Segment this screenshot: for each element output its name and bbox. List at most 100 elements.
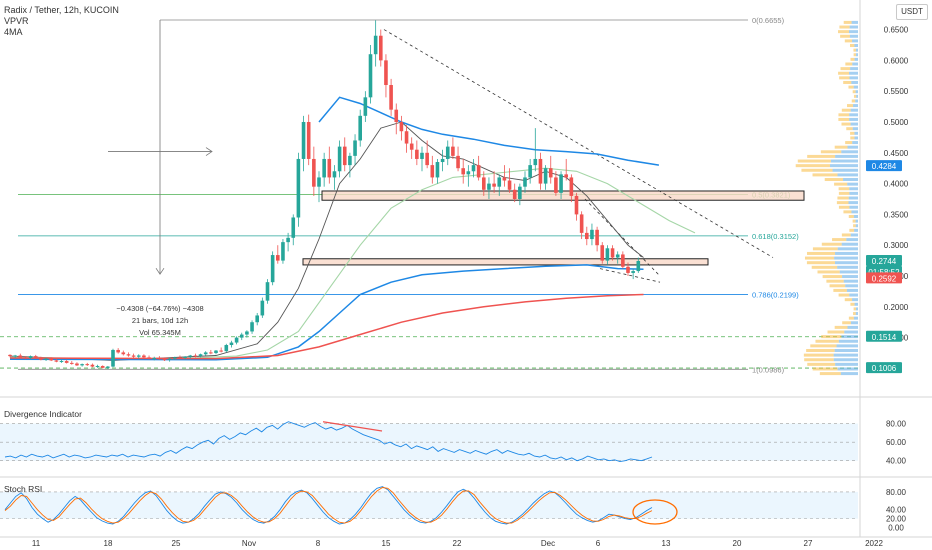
candle-body[interactable] xyxy=(451,146,455,156)
candle-body[interactable] xyxy=(440,158,445,163)
price-pane[interactable]: 0(0.6655)0.5(0.3821)0.618(0.3152)0.786(0… xyxy=(0,0,932,538)
candle-body[interactable] xyxy=(394,109,399,122)
candle-body[interactable] xyxy=(363,97,368,116)
candle-body[interactable] xyxy=(265,282,270,301)
bearish-divergence-line[interactable] xyxy=(322,421,383,432)
candle-body[interactable] xyxy=(286,237,290,243)
candle-body[interactable] xyxy=(548,168,553,178)
candle-body[interactable] xyxy=(420,152,424,159)
candle-body[interactable] xyxy=(8,354,12,357)
candle-body[interactable] xyxy=(471,165,476,172)
candle-body[interactable] xyxy=(595,229,599,246)
candle-body[interactable] xyxy=(523,177,527,187)
candle-body[interactable] xyxy=(533,158,538,166)
candle-body[interactable] xyxy=(95,365,100,367)
candle-body[interactable] xyxy=(543,168,548,184)
candle-body[interactable] xyxy=(44,358,48,360)
candle-body[interactable] xyxy=(276,255,280,261)
candle-body[interactable] xyxy=(379,35,383,61)
candle-body[interactable] xyxy=(18,355,23,358)
candle-body[interactable] xyxy=(445,146,450,159)
candle-body[interactable] xyxy=(106,366,110,368)
candle-body[interactable] xyxy=(409,143,414,150)
candle-body[interactable] xyxy=(631,271,635,273)
candle-body[interactable] xyxy=(178,357,182,359)
candle-body[interactable] xyxy=(116,349,120,353)
candle-body[interactable] xyxy=(193,355,198,357)
candle-body[interactable] xyxy=(131,355,136,357)
candle-body[interactable] xyxy=(203,352,208,355)
candle-body[interactable] xyxy=(528,165,532,178)
candle-body[interactable] xyxy=(564,174,568,178)
candle-body[interactable] xyxy=(214,350,218,354)
candle-body[interactable] xyxy=(337,146,342,172)
candle-body[interactable] xyxy=(23,357,28,359)
highlight-circle[interactable] xyxy=(632,499,678,525)
candle-body[interactable] xyxy=(75,363,79,366)
candle-body[interactable] xyxy=(142,355,146,358)
candle-body[interactable] xyxy=(64,361,69,363)
candle-body[interactable] xyxy=(342,146,347,166)
candle-body[interactable] xyxy=(136,355,141,357)
candle-body[interactable] xyxy=(492,183,496,187)
candle-body[interactable] xyxy=(188,355,193,357)
divergence-indicator-pane[interactable]: Divergence Indicator 80.00 60.00 40.00 xyxy=(0,409,907,466)
candle-body[interactable] xyxy=(435,162,440,178)
candle-body[interactable] xyxy=(538,158,543,184)
candle-body[interactable] xyxy=(245,331,249,335)
candle-body[interactable] xyxy=(461,168,465,175)
candle-body[interactable] xyxy=(198,354,203,357)
candle-body[interactable] xyxy=(250,322,254,332)
candle-body[interactable] xyxy=(585,232,589,240)
candle-body[interactable] xyxy=(312,158,316,187)
candle-body[interactable] xyxy=(147,357,151,359)
candle-body[interactable] xyxy=(507,180,512,190)
candle-body[interactable] xyxy=(183,356,187,358)
candle-body[interactable] xyxy=(497,177,502,187)
candle-body[interactable] xyxy=(13,355,17,357)
time-axis[interactable]: 11 18 25 Nov 8 15 22 Dec 6 13 20 27 2022 xyxy=(32,539,884,548)
candle-body[interactable] xyxy=(348,155,352,166)
candle-body[interactable] xyxy=(322,158,326,178)
candle-body[interactable] xyxy=(512,189,517,199)
price-axis[interactable]: 0.6500 0.6000 0.5500 0.5000 0.4500 0.4000 0.35… xyxy=(866,26,909,374)
candle-body[interactable] xyxy=(59,361,64,363)
candle-body[interactable] xyxy=(224,345,229,352)
candle-body[interactable] xyxy=(425,152,429,166)
candle-body[interactable] xyxy=(100,365,105,368)
candle-body[interactable] xyxy=(368,54,373,98)
supply-zone-rect[interactable] xyxy=(302,258,709,266)
candle-body[interactable] xyxy=(626,266,630,273)
candle-body[interactable] xyxy=(615,254,620,258)
candle-body[interactable] xyxy=(476,165,481,178)
candle-body[interactable] xyxy=(502,177,507,181)
candle-body[interactable] xyxy=(162,359,167,361)
candle-body[interactable] xyxy=(209,352,213,354)
candle-body[interactable] xyxy=(281,242,285,261)
candle-body[interactable] xyxy=(518,186,522,199)
candle-body[interactable] xyxy=(39,357,43,360)
candle-body[interactable] xyxy=(121,352,126,355)
candle-body[interactable] xyxy=(317,177,321,187)
candle-body[interactable] xyxy=(173,357,177,359)
candle-body[interactable] xyxy=(291,217,296,238)
trendline[interactable] xyxy=(599,268,661,283)
candle-body[interactable] xyxy=(399,121,404,132)
candle-body[interactable] xyxy=(152,357,156,359)
candle-body[interactable] xyxy=(49,358,53,361)
candle-body[interactable] xyxy=(456,155,460,169)
candle-body[interactable] xyxy=(219,350,223,352)
candle-body[interactable] xyxy=(33,356,38,358)
candle-body[interactable] xyxy=(332,171,337,178)
candle-body[interactable] xyxy=(260,300,265,316)
trendline[interactable] xyxy=(383,29,774,258)
candle-body[interactable] xyxy=(610,248,615,258)
candle-body[interactable] xyxy=(569,177,574,196)
candle-body[interactable] xyxy=(389,85,393,110)
candle-body[interactable] xyxy=(157,357,162,360)
candle-body[interactable] xyxy=(466,171,471,175)
candle-body[interactable] xyxy=(239,334,244,338)
candle-body[interactable] xyxy=(430,165,435,178)
candle-body[interactable] xyxy=(415,149,419,159)
